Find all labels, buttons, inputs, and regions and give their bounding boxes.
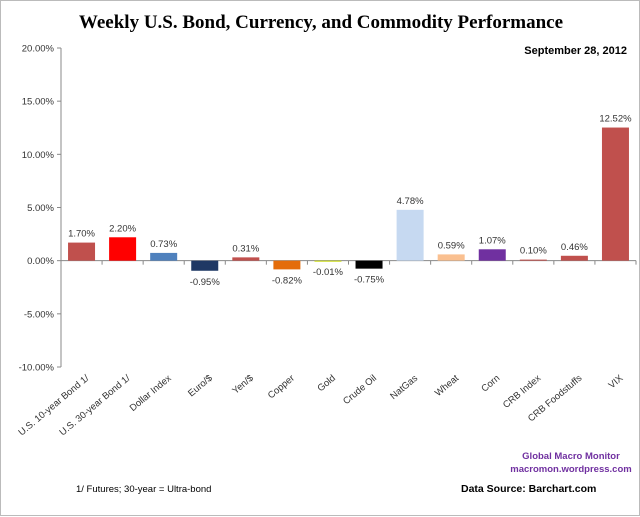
bar [191, 260, 219, 271]
data-label: 4.78% [397, 196, 424, 207]
x-tick-label: Wheat [433, 373, 461, 399]
data-label: 12.52% [599, 114, 632, 125]
data-label: 0.46% [561, 242, 588, 253]
data-label: 2.20% [109, 223, 136, 234]
x-tick-label: Dollar Index [128, 373, 174, 414]
data-label: 0.73% [150, 239, 177, 250]
data-label: -0.95% [190, 277, 221, 288]
x-tick-label: Corn [479, 373, 502, 395]
data-label: 1.70% [68, 229, 95, 240]
bar [478, 249, 506, 261]
bar [519, 259, 547, 261]
bar [232, 257, 260, 261]
y-tick-label: 0.00% [27, 256, 54, 267]
bar [355, 260, 383, 269]
bar [68, 242, 96, 261]
chart-date: September 28, 2012 [524, 45, 627, 57]
data-label: 0.31% [232, 243, 259, 254]
bar [560, 255, 588, 261]
x-tick-label: Crude Oil [341, 373, 379, 407]
x-tick-label: CRB Index [501, 373, 543, 411]
y-tick-label: 5.00% [27, 203, 54, 214]
chart-title: Weekly U.S. Bond, Currency, and Commodit… [79, 12, 563, 33]
footnote: 1/ Futures; 30-year = Ultra-bond [76, 484, 211, 495]
y-tick-label: -10.00% [19, 363, 55, 374]
credit-name: Global Macro Monitor [522, 451, 620, 462]
bar [273, 260, 301, 270]
x-tick-label: U.S. 30-year Bond 1/ [58, 373, 133, 439]
data-label: 0.59% [438, 240, 465, 251]
data-source: Data Source: Barchart.com [461, 483, 596, 495]
data-label: -0.82% [272, 275, 303, 286]
x-tick-label: Yen/$ [230, 372, 256, 396]
y-tick-label: 15.00% [22, 97, 55, 108]
x-tick-label: U.S. 10-year Bond 1/ [16, 373, 91, 439]
bar [437, 254, 465, 261]
data-label: 0.10% [520, 246, 547, 257]
bar [150, 252, 178, 261]
x-tick-label: NatGas [388, 373, 420, 402]
y-tick-label: 20.00% [22, 44, 55, 55]
bar [314, 260, 342, 262]
data-label: -0.01% [313, 267, 344, 278]
bar [109, 237, 137, 261]
x-tick-label: Euro/$ [186, 372, 215, 399]
bar [601, 127, 629, 261]
x-tick-label: Gold [315, 373, 337, 394]
credit-url: macromon.wordpress.com [510, 464, 631, 475]
data-label: -0.75% [354, 275, 385, 286]
data-label: 1.07% [479, 235, 506, 246]
x-tick-label: Copper [266, 373, 297, 401]
x-tick-label: VIX [607, 372, 626, 391]
y-tick-label: -5.00% [24, 309, 55, 320]
y-tick-label: 10.00% [22, 150, 55, 161]
bar [396, 209, 424, 261]
